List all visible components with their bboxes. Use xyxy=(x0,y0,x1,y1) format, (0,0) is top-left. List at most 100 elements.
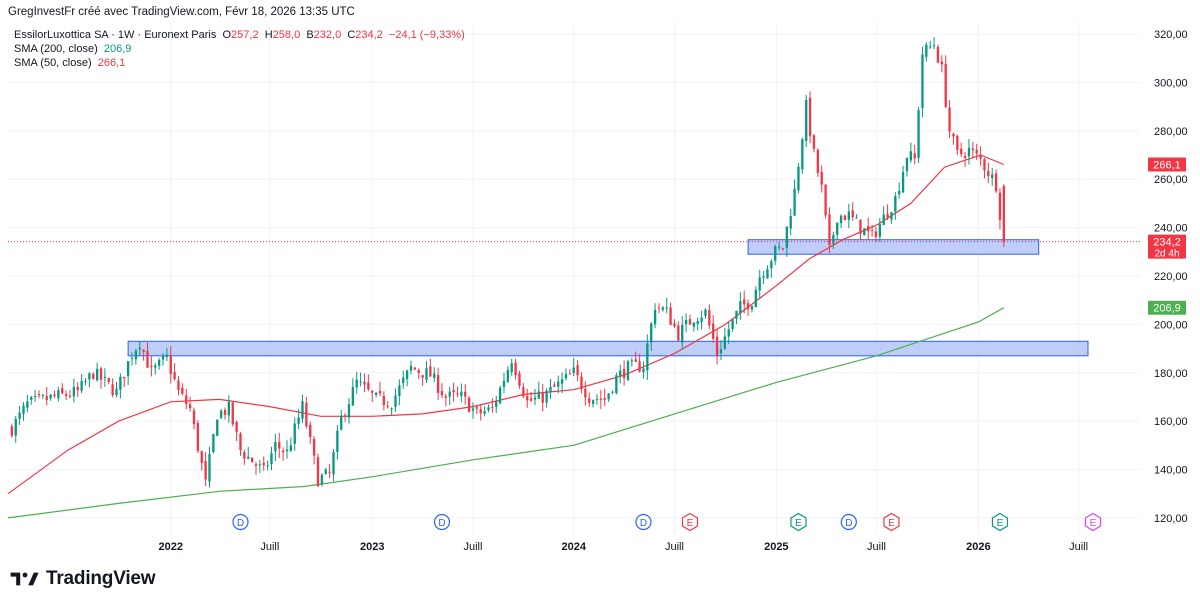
candle-body xyxy=(142,350,145,352)
x-tick-label: 2023 xyxy=(360,541,384,553)
candle-body xyxy=(227,401,231,416)
candle-body xyxy=(762,276,765,278)
candle-body xyxy=(797,166,800,191)
candle-body xyxy=(421,375,424,378)
candle-body xyxy=(572,367,575,374)
dividend-marker[interactable]: D xyxy=(232,513,249,531)
x-tick-label: Juill xyxy=(867,541,886,553)
candle-body xyxy=(510,363,513,373)
candle-body xyxy=(808,97,812,137)
candle-body xyxy=(905,158,909,172)
earnings-marker[interactable]: E xyxy=(1084,512,1102,532)
symbol-label[interactable]: EssilorLuxottica SA · 1W · Euronext Pari… xyxy=(14,29,217,41)
candle-body xyxy=(130,357,134,359)
price-axis: 120,00 140,00 160,00 180,00 200,00 220,00 240,… xyxy=(1154,29,1188,525)
candle-body xyxy=(991,174,994,179)
event-marker-letter: E xyxy=(997,518,1004,529)
brand-name: TradingView xyxy=(46,568,156,589)
sma50-row[interactable]: SMA (50, close) 266,1 xyxy=(14,56,465,70)
candle-body xyxy=(243,452,246,459)
event-marker-letter: E xyxy=(687,518,694,529)
candle-body xyxy=(657,307,661,309)
event-marker-letter: E xyxy=(1090,518,1097,529)
candle-body xyxy=(196,423,200,451)
candle-body xyxy=(394,395,397,407)
sma200-label: SMA (200, close) xyxy=(14,43,98,55)
candle-body xyxy=(247,456,250,459)
candle-body xyxy=(576,365,579,376)
candle-body xyxy=(309,424,312,438)
price-label-bg xyxy=(1148,234,1186,259)
candle-body xyxy=(704,309,707,316)
candle-body xyxy=(382,395,386,405)
candle-body xyxy=(363,381,366,385)
candle-body xyxy=(491,407,494,409)
event-marker-letter: D xyxy=(438,518,445,529)
sma200-row[interactable]: SMA (200, close) 206,9 xyxy=(14,42,465,56)
low-value: 232,0 xyxy=(313,29,342,41)
candle-body xyxy=(626,361,630,381)
candle-body xyxy=(692,322,696,327)
candle-body xyxy=(843,215,847,221)
candle-body xyxy=(564,373,568,379)
x-tick-label: 2026 xyxy=(966,541,990,553)
candle-body xyxy=(708,310,711,326)
candle-body xyxy=(638,361,641,372)
candle-body xyxy=(913,153,916,159)
candle-body xyxy=(870,230,874,232)
candle-body xyxy=(258,464,262,466)
candle-body xyxy=(398,385,401,397)
earnings-marker[interactable]: E xyxy=(790,512,807,532)
candle-body xyxy=(173,372,176,379)
candle-body xyxy=(746,303,750,310)
candle-body xyxy=(425,368,428,380)
candle-body xyxy=(967,147,971,157)
candle-body xyxy=(498,387,502,404)
ohlc-row: EssilorLuxottica SA · 1W · Euronext Pari… xyxy=(14,28,465,42)
candle-body xyxy=(448,391,451,397)
candle-body xyxy=(305,402,308,427)
candle-body xyxy=(464,391,467,397)
candle-body xyxy=(712,323,715,339)
support-zone xyxy=(747,239,1040,255)
candle-body xyxy=(731,319,734,329)
candle-body xyxy=(436,375,440,393)
earnings-marker[interactable]: E xyxy=(681,512,699,532)
dividend-marker[interactable]: D xyxy=(840,513,857,531)
high-value: 258,0 xyxy=(272,29,301,41)
candle-body xyxy=(301,401,304,419)
candle-body xyxy=(475,407,479,409)
candle-body xyxy=(293,423,296,444)
candles xyxy=(10,37,1005,488)
candle-body xyxy=(80,380,83,391)
candle-body xyxy=(72,387,76,397)
candle-body xyxy=(890,212,893,220)
earnings-marker[interactable]: E xyxy=(883,512,900,532)
candle-body xyxy=(239,433,242,451)
tradingview-brand[interactable]: TradingView xyxy=(10,568,156,590)
candle-body xyxy=(642,368,645,373)
candle-body xyxy=(123,376,126,379)
x-tick-label: 2024 xyxy=(561,541,586,553)
candle-body xyxy=(684,319,688,325)
candle-body xyxy=(487,407,490,410)
candle-body xyxy=(754,289,758,308)
candle-body xyxy=(739,301,742,314)
dividend-marker-circle xyxy=(635,513,652,531)
candle-body xyxy=(719,349,723,354)
candle-body xyxy=(952,133,955,137)
candle-body xyxy=(262,462,265,466)
earnings-marker[interactable]: E xyxy=(991,512,1009,532)
candle-body xyxy=(700,317,703,323)
candle-body xyxy=(495,401,498,407)
candle-body xyxy=(669,307,672,325)
dividend-marker[interactable]: D xyxy=(433,513,451,531)
dividend-marker[interactable]: D xyxy=(635,513,652,531)
candle-body xyxy=(328,471,331,473)
candle-body xyxy=(673,323,676,327)
candle-body xyxy=(901,171,905,193)
candle-body xyxy=(987,170,990,177)
candle-body xyxy=(824,184,827,216)
candle-body xyxy=(588,398,591,403)
